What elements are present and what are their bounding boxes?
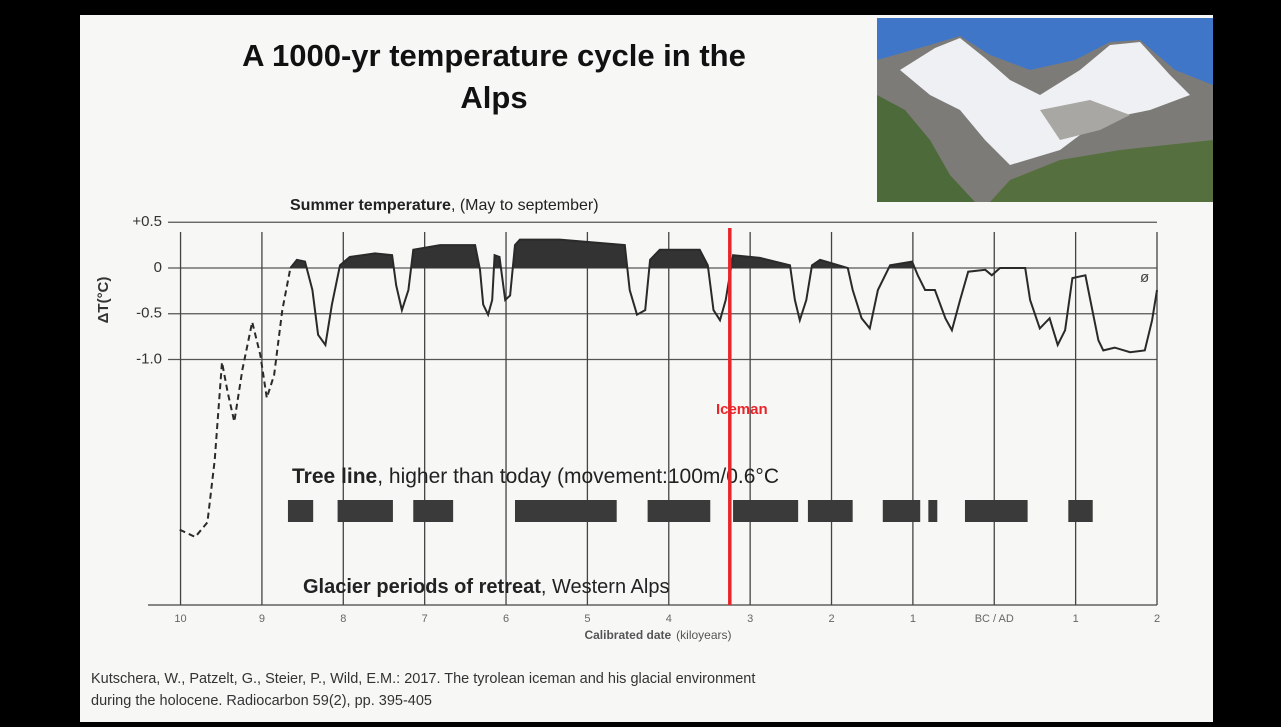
- heading-note: , higher than today (movement:100m/0.6°C: [377, 465, 779, 488]
- x-tick-label: BC / AD: [975, 613, 1014, 625]
- y-tick-label: -0.5: [136, 305, 162, 322]
- heading-bold: Glacier periods of retreat: [303, 576, 541, 598]
- title-line: Alps: [460, 80, 527, 115]
- tree-line-bar: [928, 500, 938, 522]
- annotation-label: Iceman: [716, 401, 768, 418]
- chart: +0.5 0 -0.5 -1.0 10 9 8 7 6 5 4 3 2 1 BC / AD 1 2 ΔT(°C) C…: [95, 197, 1160, 642]
- x-axis-title: Calibrated date (kiloyears): [584, 628, 731, 642]
- tree-line-bar: [964, 500, 1028, 522]
- tree-line-bar: [413, 500, 454, 522]
- x-tick-label: 8: [340, 613, 346, 625]
- y-axis-title: ΔT(°C): [95, 277, 112, 324]
- photo-rock: [1040, 100, 1130, 140]
- photo: [877, 18, 1213, 202]
- citation-line: Kutschera, W., Patzelt, G., Steier, P., …: [91, 671, 755, 687]
- x-tick-label: 3: [747, 613, 753, 625]
- x-tick-label: 9: [259, 613, 265, 625]
- slide-title: A 1000-yr temperature cycle in the Alps: [242, 38, 746, 115]
- photo-slope: [877, 95, 975, 202]
- tree-line-bar: [287, 500, 314, 522]
- zero-marker: ø: [1140, 269, 1149, 286]
- tree-line-bar: [807, 500, 853, 522]
- photo-meadow: [990, 140, 1213, 202]
- title-line: A 1000-yr temperature cycle in the: [242, 38, 746, 73]
- y-tick-label: 0: [154, 259, 162, 276]
- tree-line-bar: [882, 500, 921, 522]
- y-tick-label: -1.0: [136, 350, 162, 367]
- citation-line: during the holocene. Radiocarbon 59(2), …: [91, 693, 432, 709]
- area-fill: [290, 239, 1157, 268]
- tree-line-bar: [1068, 500, 1093, 522]
- tree-line-bar: [733, 500, 799, 522]
- x-tick-label: 4: [666, 613, 672, 625]
- x-tick-label: 6: [503, 613, 509, 625]
- x-tick-label: 7: [422, 613, 428, 625]
- temperature-line: [179, 267, 292, 539]
- heading: Glacier periods of retreat, Western Alps: [303, 576, 669, 598]
- x-tick-label: 1: [910, 613, 916, 625]
- x-tick-label: 1: [1073, 613, 1079, 625]
- x-tick-label: 5: [584, 613, 590, 625]
- x-tick-label: 10: [174, 613, 186, 625]
- heading-bold: Tree line: [292, 465, 377, 488]
- tree-line-bar: [514, 500, 617, 522]
- x-axis-title-main: Calibrated date: [584, 628, 671, 642]
- temperature-line: [289, 238, 1158, 354]
- heading: Summer temperature, (May to september): [290, 197, 599, 214]
- x-tick-label: 2: [828, 613, 834, 625]
- heading: Tree line, higher than today (movement:1…: [292, 465, 779, 488]
- y-tick-label: +0.5: [132, 213, 162, 230]
- x-tick-label: 2: [1154, 613, 1160, 625]
- x-axis-title-unit: (kiloyears): [676, 628, 731, 642]
- photo-snow: [900, 38, 1190, 165]
- heading-note: , (May to september): [451, 197, 599, 214]
- heading-note: , Western Alps: [541, 576, 670, 598]
- heading-bold: Summer temperature: [290, 197, 451, 214]
- tree-line-bar: [337, 500, 393, 522]
- tree-line-bar: [647, 500, 711, 522]
